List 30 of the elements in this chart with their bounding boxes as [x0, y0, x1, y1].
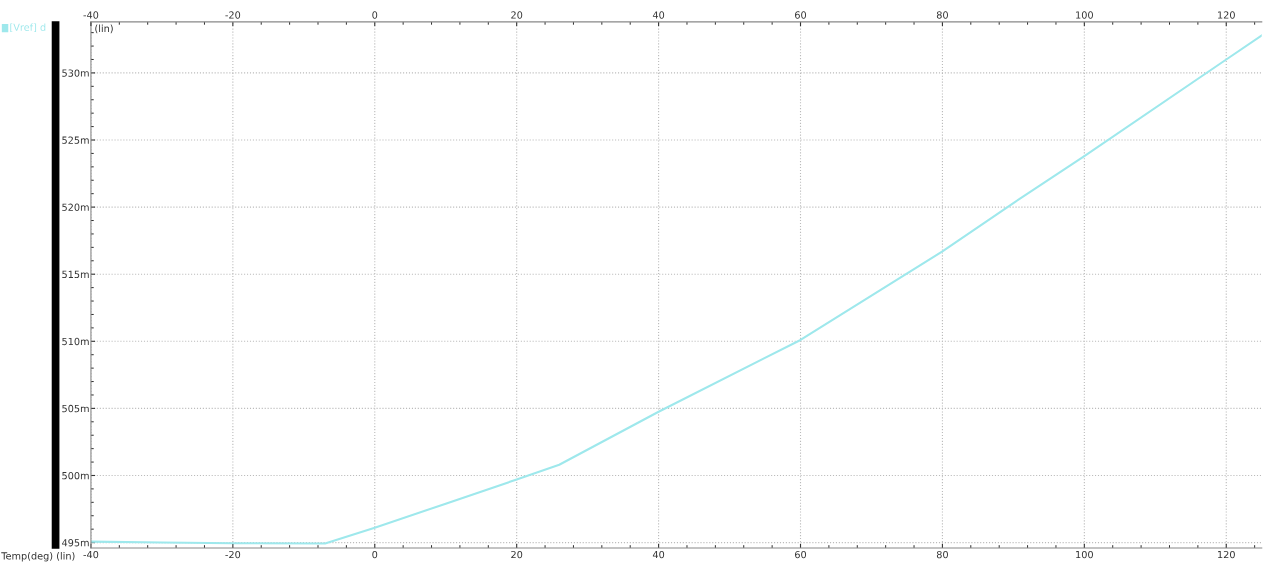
- x2-tick-label: -20: [225, 11, 241, 19]
- y-axis-title: (lin): [95, 24, 113, 34]
- x2-tick-label: 20: [511, 11, 523, 19]
- x2-tick-label: 60: [795, 11, 807, 19]
- x-tick-label: 80: [936, 550, 948, 559]
- x-tick-label: -40: [83, 550, 99, 559]
- x2-tick-label: 120: [1218, 11, 1235, 19]
- y-tick-label: 525m: [62, 136, 89, 144]
- y-tick-label: 495m: [62, 539, 89, 547]
- x-tick-label: 120: [1218, 550, 1235, 559]
- x-tick-label: 20: [511, 550, 523, 559]
- x-axis-title: Temp(deg) (lin): [1, 552, 75, 562]
- x-tick-label: -20: [225, 550, 241, 559]
- x2-tick-label: 40: [652, 11, 665, 19]
- y-tick-label: 500m: [62, 471, 89, 480]
- x2-tick-label: 80: [936, 11, 948, 19]
- x-tick-label: 0: [372, 550, 378, 559]
- x-tick-label: 40: [652, 550, 665, 559]
- y-tick-label: 505m: [62, 404, 89, 413]
- x2-tick-label: 100: [1076, 11, 1093, 19]
- x-tick-label: 100: [1076, 550, 1093, 559]
- y-tick-label: 520m: [62, 203, 89, 211]
- x2-tick-label: 0: [372, 11, 378, 19]
- x2-tick-label: -40: [83, 11, 99, 19]
- line-series: [90, 34, 1262, 545]
- y-tick-label: 510m: [62, 337, 89, 346]
- x-tick-label: 60: [795, 550, 807, 559]
- y-tick-label: 515m: [62, 270, 89, 279]
- y-tick-label: 530m: [62, 69, 89, 77]
- legend-label: [Vref] d: [10, 23, 46, 33]
